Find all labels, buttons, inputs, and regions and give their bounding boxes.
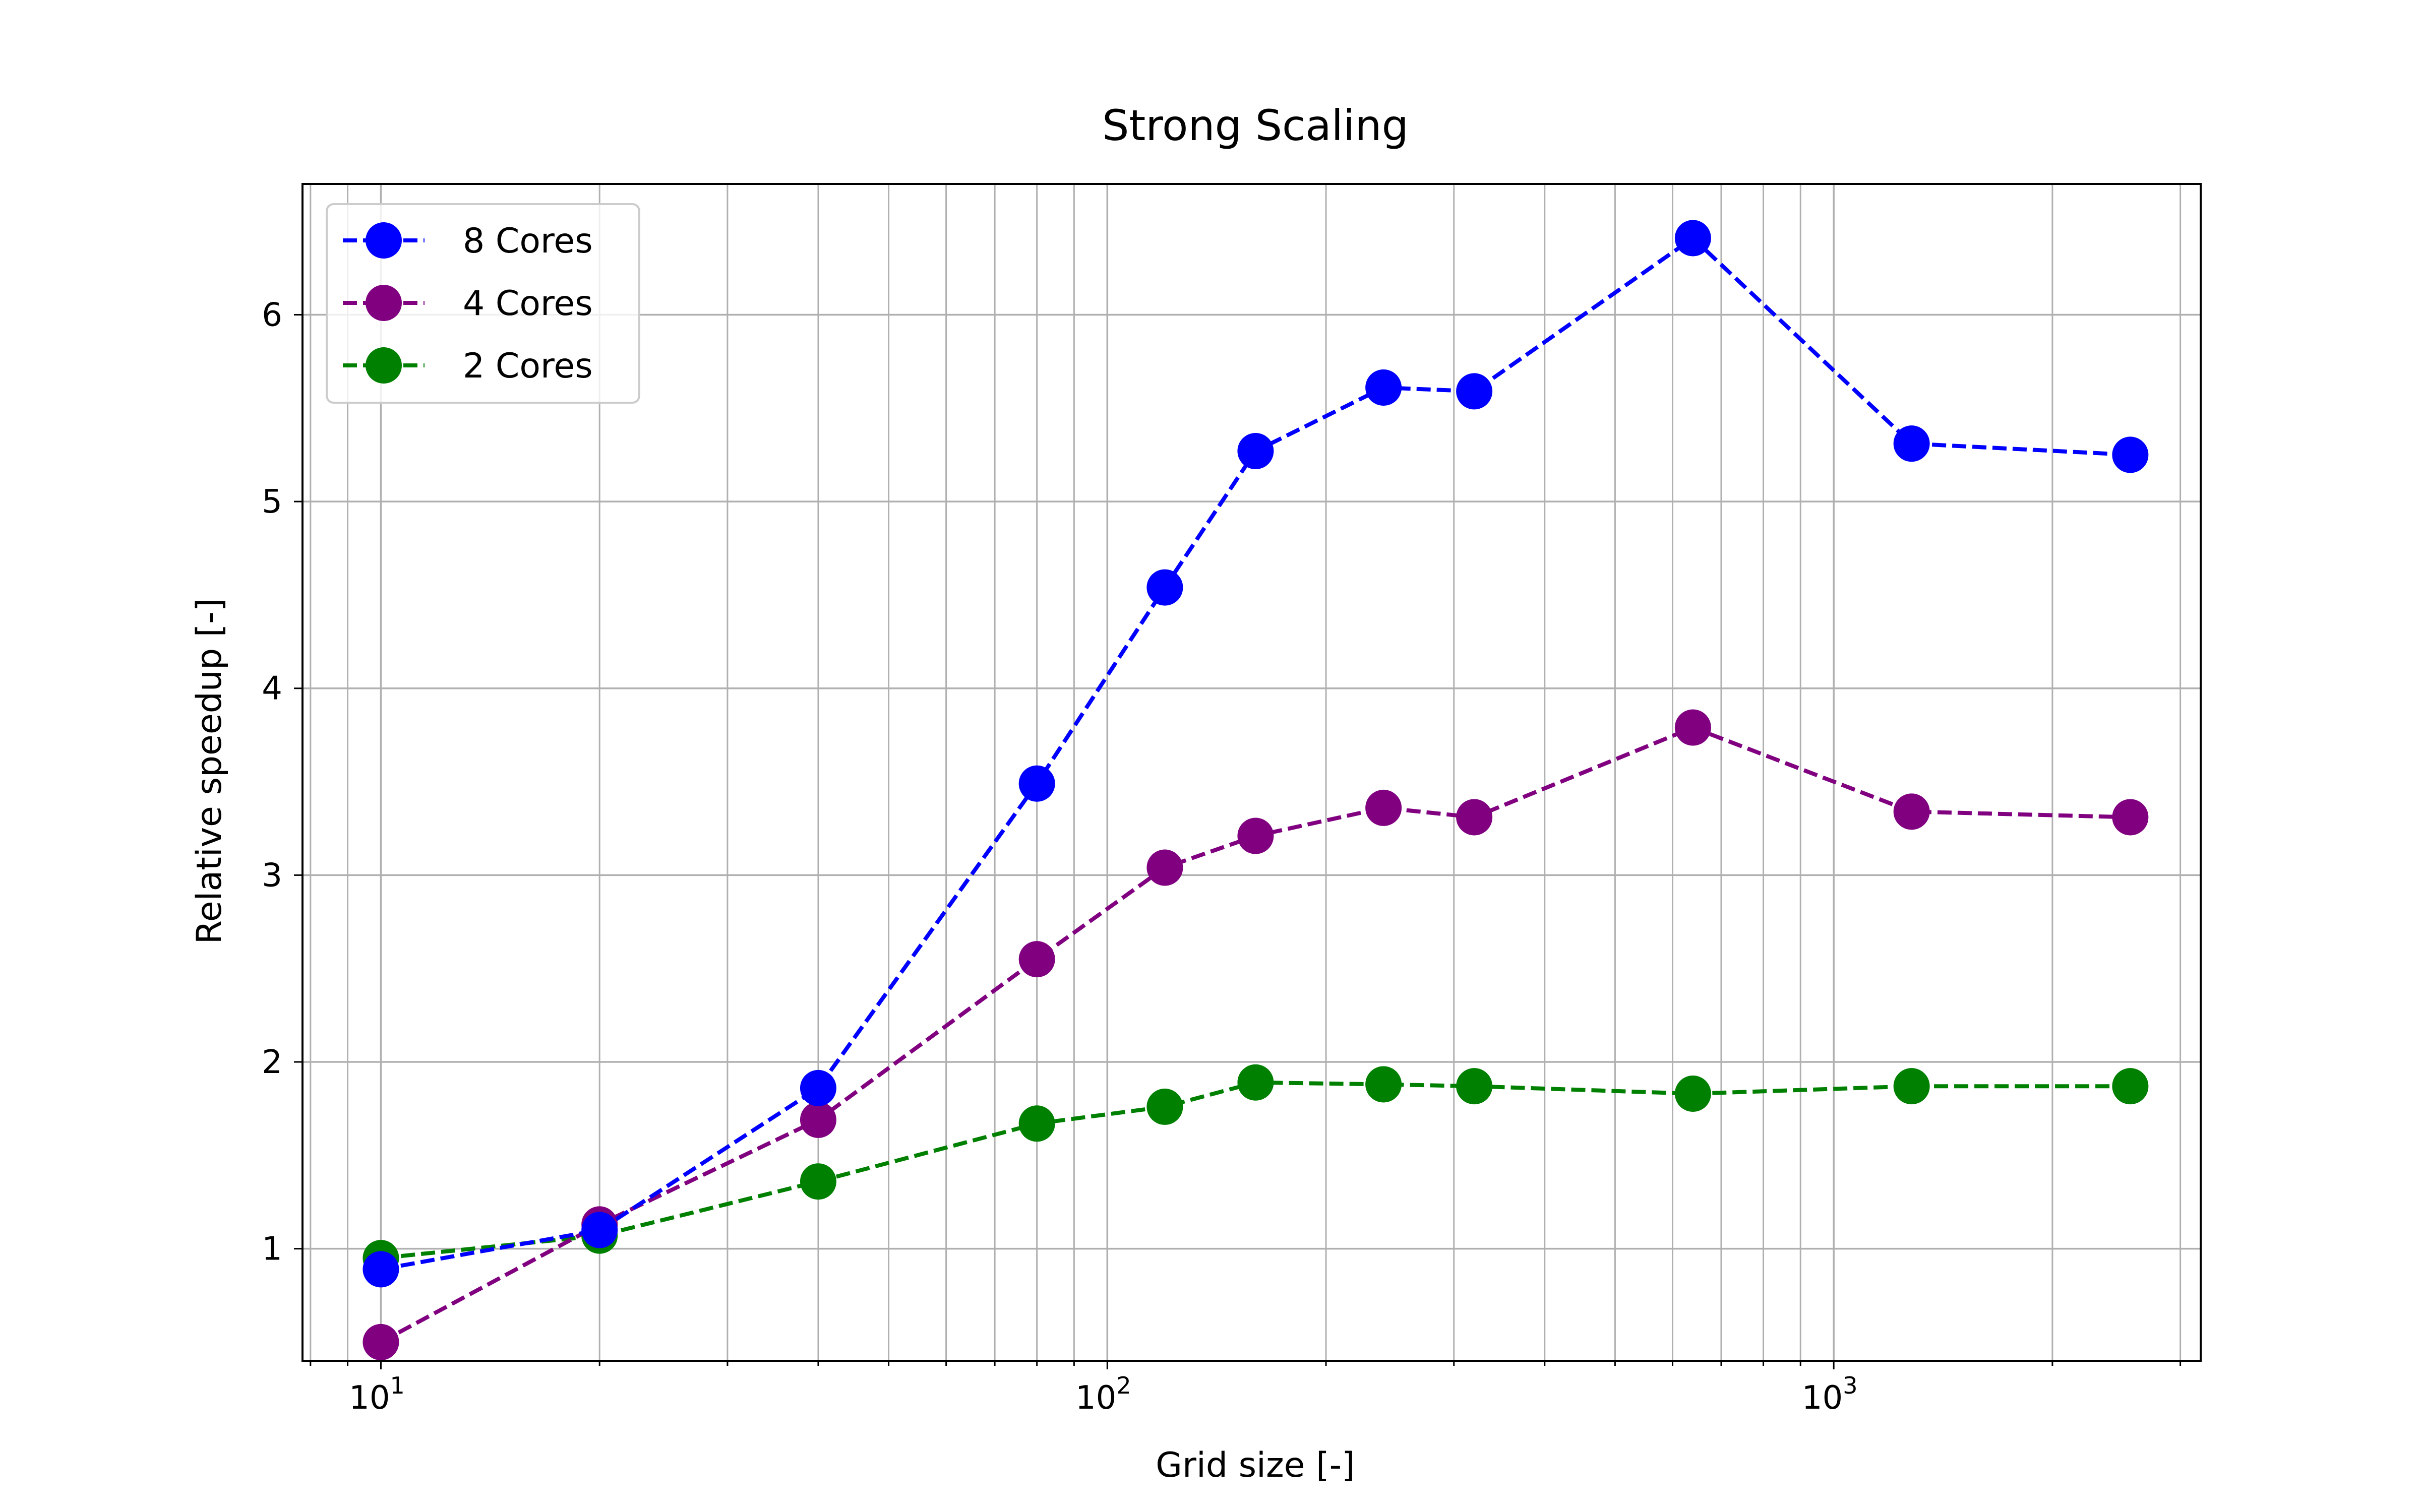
legend-label: 8 Cores (463, 221, 593, 261)
x-axis-label: Grid size [-] (1156, 1445, 1355, 1485)
chart-title: Strong Scaling (1102, 101, 1409, 150)
data-point (1674, 220, 1711, 257)
data-point (1456, 373, 1493, 410)
data-point (1237, 433, 1274, 470)
y-tick-label: 2 (262, 1044, 282, 1081)
x-tick-label: 103 (1802, 1372, 1858, 1417)
y-tick-label: 3 (262, 857, 282, 894)
data-point (1018, 1105, 1055, 1142)
data-point (1674, 1075, 1711, 1112)
data-point (2112, 1068, 2149, 1105)
data-point (1365, 789, 1402, 826)
data-point (1018, 765, 1055, 802)
y-tick-label: 6 (262, 296, 282, 334)
data-point (800, 1101, 836, 1138)
data-point (1146, 849, 1183, 886)
legend-entry: 4 Cores (343, 284, 593, 324)
legend-label: 4 Cores (463, 284, 593, 324)
series-2-cores (362, 1064, 2149, 1277)
data-point (1893, 1068, 1930, 1105)
data-point (1018, 941, 1055, 978)
x-tick-label-exponent: 1 (390, 1372, 405, 1399)
legend: 8 Cores 4 Cores 2 Cores (326, 203, 640, 404)
data-point (1456, 1068, 1493, 1105)
legend-entry: 2 Cores (343, 346, 593, 386)
data-point (362, 1251, 399, 1288)
data-point (2112, 436, 2149, 473)
x-tick-label: 102 (1075, 1372, 1131, 1417)
legend-marker (366, 347, 402, 384)
data-point (1237, 817, 1274, 854)
data-point (1365, 1066, 1402, 1103)
series-layer (362, 220, 2149, 1360)
data-point (1365, 369, 1402, 406)
y-tick-label: 4 (262, 670, 282, 708)
data-point (1237, 1064, 1274, 1101)
x-tick-label-exponent: 2 (1116, 1372, 1131, 1399)
data-point (1146, 569, 1183, 606)
data-point (1456, 799, 1493, 836)
legend-label: 2 Cores (463, 346, 593, 386)
x-tick-label-base: 10 (1802, 1379, 1843, 1417)
legend-entry: 8 Cores (343, 221, 593, 261)
legend-marker (366, 222, 402, 259)
data-point (1674, 709, 1711, 746)
data-point (581, 1212, 618, 1248)
x-tick-label: 101 (349, 1372, 405, 1417)
series-8-cores (362, 220, 2149, 1288)
x-tick-label-base: 10 (349, 1379, 390, 1417)
data-point (1893, 793, 1930, 830)
legend-marker (366, 285, 402, 321)
data-point (800, 1069, 836, 1106)
y-axis-label: Relative speedup [-] (190, 598, 229, 944)
data-point (1893, 425, 1930, 462)
x-tick-label-exponent: 3 (1843, 1372, 1857, 1399)
x-tick-label-base: 10 (1075, 1379, 1116, 1417)
y-tick-label: 5 (262, 483, 282, 521)
data-point (362, 1324, 399, 1360)
legend-box (326, 203, 640, 404)
y-tick-label: 1 (262, 1231, 282, 1268)
data-point (800, 1163, 836, 1200)
data-point (1146, 1088, 1183, 1125)
data-point (2112, 799, 2149, 836)
plot-frame (301, 183, 2202, 1362)
series-4-cores (362, 709, 2149, 1360)
